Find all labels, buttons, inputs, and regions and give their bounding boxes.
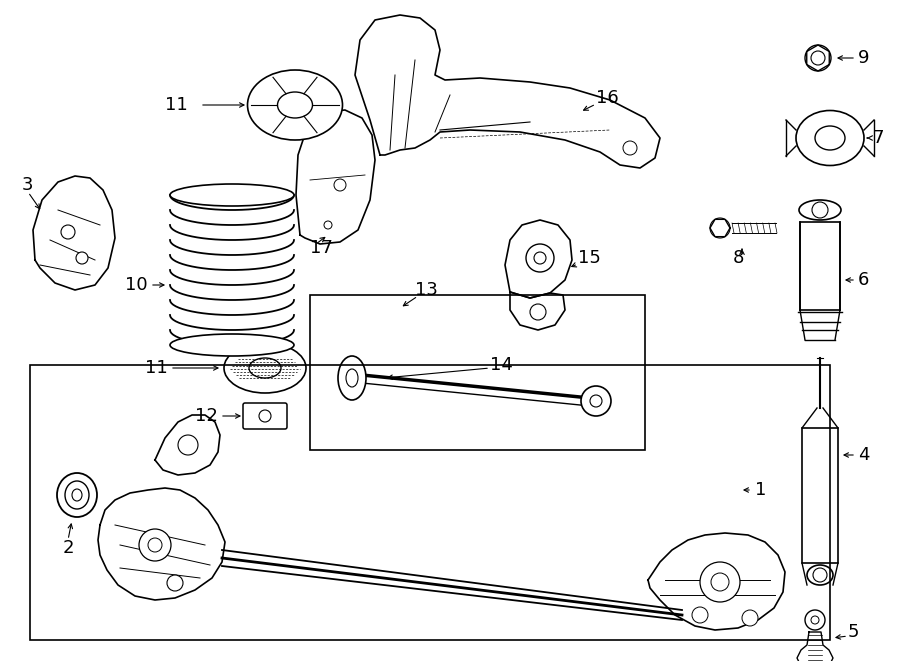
Circle shape	[590, 395, 602, 407]
Bar	[800, 222, 840, 310]
Text: 13: 13	[415, 281, 438, 299]
Circle shape	[710, 218, 730, 238]
FancyBboxPatch shape	[243, 403, 287, 429]
Ellipse shape	[224, 343, 306, 393]
Ellipse shape	[170, 184, 294, 206]
Circle shape	[700, 562, 740, 602]
Circle shape	[530, 304, 546, 320]
Circle shape	[334, 179, 346, 191]
Bar	[30, 365, 830, 640]
Ellipse shape	[248, 70, 343, 140]
Circle shape	[324, 221, 332, 229]
Circle shape	[167, 575, 183, 591]
Circle shape	[581, 386, 611, 416]
Circle shape	[259, 410, 271, 422]
Text: 1: 1	[755, 481, 767, 499]
Text: 8: 8	[733, 249, 743, 267]
Circle shape	[178, 435, 198, 455]
Circle shape	[61, 225, 75, 239]
Circle shape	[812, 202, 828, 218]
Circle shape	[623, 141, 637, 155]
Circle shape	[811, 51, 825, 65]
Ellipse shape	[170, 334, 294, 356]
Text: 11: 11	[166, 96, 188, 114]
Ellipse shape	[796, 110, 864, 165]
Ellipse shape	[807, 565, 833, 585]
Circle shape	[805, 610, 825, 630]
Circle shape	[139, 529, 171, 561]
Circle shape	[811, 616, 819, 624]
Text: 6: 6	[858, 271, 869, 289]
Ellipse shape	[65, 481, 89, 509]
Circle shape	[148, 538, 162, 552]
Ellipse shape	[57, 473, 97, 517]
Text: 15: 15	[578, 249, 601, 267]
Circle shape	[742, 610, 758, 626]
Text: 17: 17	[310, 239, 333, 257]
Text: 5: 5	[848, 623, 860, 641]
Text: 7: 7	[872, 129, 884, 147]
Text: 12: 12	[195, 407, 218, 425]
Bar	[310, 295, 645, 450]
Ellipse shape	[815, 126, 845, 150]
Circle shape	[526, 244, 554, 272]
Circle shape	[805, 45, 831, 71]
Text: 3: 3	[22, 176, 33, 194]
Ellipse shape	[277, 92, 312, 118]
Circle shape	[813, 568, 827, 582]
Text: 10: 10	[125, 276, 148, 294]
Text: 11: 11	[145, 359, 168, 377]
Ellipse shape	[346, 369, 358, 387]
Text: 4: 4	[858, 446, 869, 464]
Text: 14: 14	[490, 356, 513, 374]
Text: 9: 9	[858, 49, 869, 67]
Ellipse shape	[338, 356, 366, 400]
Ellipse shape	[72, 489, 82, 501]
Ellipse shape	[799, 200, 841, 220]
Circle shape	[711, 573, 729, 591]
Bar	[802, 428, 838, 563]
Text: 2: 2	[62, 539, 74, 557]
Circle shape	[534, 252, 546, 264]
Circle shape	[692, 607, 708, 623]
Text: 16: 16	[596, 89, 619, 107]
Circle shape	[76, 252, 88, 264]
Ellipse shape	[249, 358, 281, 378]
